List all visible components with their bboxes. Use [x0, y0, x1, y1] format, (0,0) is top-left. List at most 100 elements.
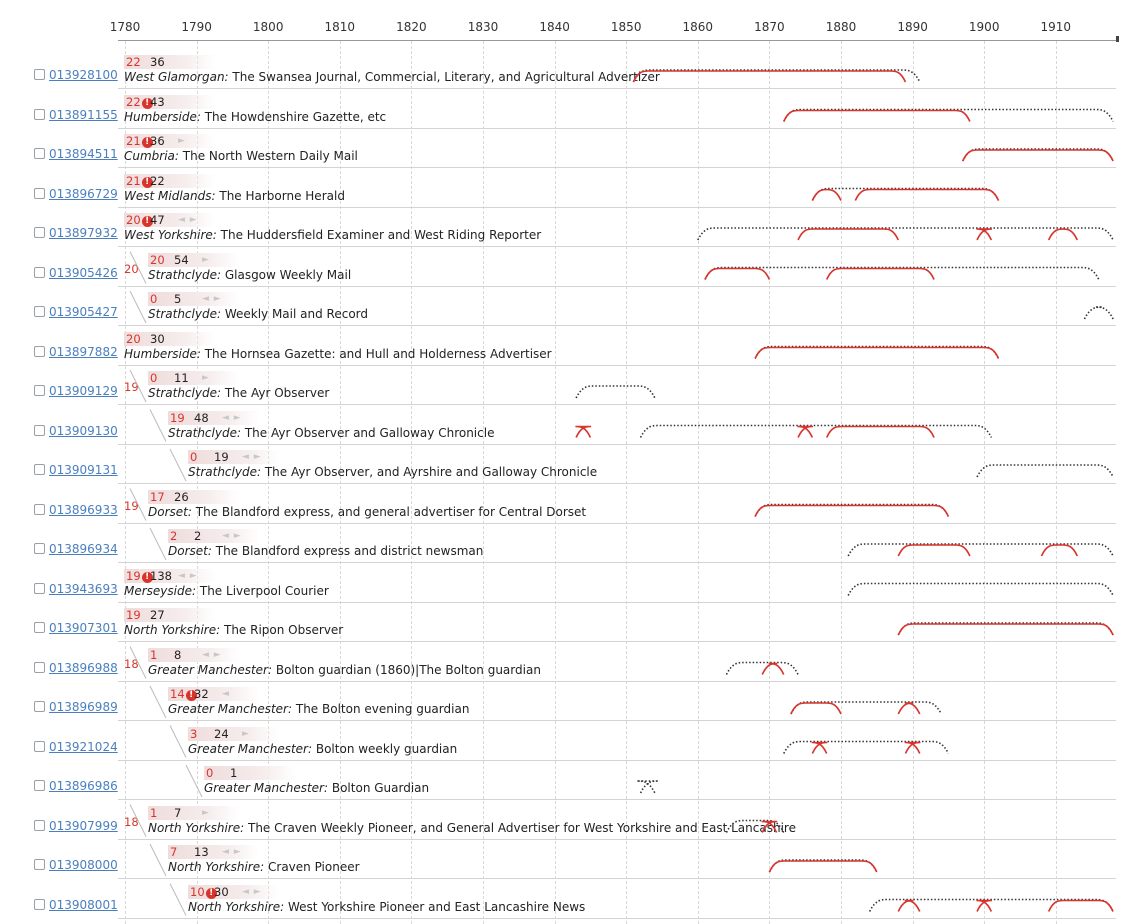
left-right-arrows-icon[interactable]: ◄ ► — [222, 847, 242, 857]
row-checkbox[interactable] — [34, 661, 45, 673]
row-checkbox[interactable] — [34, 582, 45, 594]
record-id-link[interactable]: 013907999 — [49, 818, 118, 833]
left-right-arrows-icon[interactable]: ◄ ► — [222, 412, 242, 423]
record-id-link[interactable]: 013907301 — [49, 621, 118, 635]
record-id-link[interactable]: 013928100 — [49, 68, 118, 82]
row-checkbox[interactable] — [34, 227, 45, 238]
left-right-arrows-icon[interactable]: ◄ ► — [178, 215, 198, 225]
issue-count: 14 — [170, 687, 185, 701]
issue-count: 0 — [206, 766, 214, 780]
row-stats: 22 36 — [124, 55, 216, 69]
region-name: Dorset: — [148, 504, 192, 519]
row-checkbox[interactable] — [34, 148, 45, 159]
left-right-arrows-icon[interactable]: ► — [202, 373, 210, 383]
issue-count: 7 — [170, 845, 178, 859]
record-id-link[interactable]: 013905427 — [49, 305, 118, 319]
region-name: Humberside: — [124, 109, 201, 124]
left-right-arrows-icon[interactable]: ◄ ► — [202, 649, 222, 660]
issue-count: 21 — [126, 134, 141, 148]
row-checkbox[interactable] — [34, 740, 45, 752]
row-checkbox[interactable] — [34, 898, 45, 910]
left-right-arrows-icon[interactable]: ► — [202, 254, 210, 265]
axis-year-label: 1850 — [610, 20, 642, 34]
row-id-cell: 013905427 — [34, 305, 118, 319]
row-divider — [118, 206, 1116, 208]
axis-year-label: 1810 — [324, 20, 356, 34]
newspaper-title: West Yorkshire: The Huddersfield Examine… — [124, 228, 541, 242]
row-checkbox[interactable] — [34, 187, 45, 199]
row-divider — [118, 483, 1116, 484]
row-divider — [118, 167, 1116, 168]
record-id-link[interactable]: 013908001 — [49, 897, 118, 912]
left-right-arrows-icon[interactable]: ◄ ► — [178, 570, 198, 581]
record-id-link[interactable]: 013894511 — [49, 147, 118, 161]
newspaper-title: Greater Manchester: Bolton weekly guardi… — [188, 742, 457, 756]
row-checkbox[interactable] — [34, 108, 45, 120]
table-row: 013907301 19 27 North Yorkshire: The Ripon … — [0, 603, 1144, 642]
table-row: 013891155 22! 43 Humberside: The Howdenshir… — [0, 90, 1144, 129]
issue-count: 19 — [170, 410, 185, 425]
row-checkbox[interactable] — [34, 780, 45, 791]
record-id-link[interactable]: 013897882 — [49, 344, 118, 359]
row-checkbox[interactable] — [34, 424, 45, 436]
total-count: 32 — [194, 687, 209, 701]
record-id-link[interactable]: 013943693 — [49, 581, 118, 596]
record-id-link[interactable]: 013909129 — [49, 384, 118, 398]
issue-count: 3 — [190, 726, 198, 741]
left-right-arrows-icon[interactable]: ◄ ► — [242, 886, 262, 897]
left-right-arrows-icon[interactable]: ◄ ► — [202, 294, 222, 304]
record-id-link[interactable]: 013896933 — [49, 502, 118, 517]
issue-count: 22 — [126, 94, 141, 109]
total-count: 19 — [214, 450, 229, 464]
row-checkbox[interactable] — [34, 819, 45, 831]
record-id-link[interactable]: 013908000 — [49, 858, 118, 872]
axis-year-label: 1880 — [825, 20, 857, 34]
row-checkbox[interactable] — [34, 464, 45, 475]
row-checkbox[interactable] — [34, 859, 45, 870]
left-right-arrows-icon[interactable]: ► — [242, 728, 250, 739]
left-right-arrows-icon[interactable]: ◄ ► — [242, 452, 262, 462]
axis-year-label: 1910 — [1040, 20, 1072, 34]
record-id-link[interactable]: 013896989 — [49, 700, 118, 714]
record-id-link[interactable]: 013896729 — [49, 186, 118, 201]
gridline — [984, 41, 986, 924]
table-row: 013896988 1 8 ◄ ► 18 Greater Manchester: Bolt… — [0, 643, 1144, 682]
record-id-link[interactable]: 013905426 — [49, 265, 118, 280]
row-checkbox[interactable] — [34, 385, 45, 396]
total-count: 1 — [230, 766, 238, 780]
record-id-link[interactable]: 013896986 — [49, 779, 118, 793]
row-checkbox[interactable] — [34, 345, 45, 357]
record-id-link[interactable]: 013921024 — [49, 739, 118, 754]
left-right-arrows-icon[interactable]: ► — [202, 807, 210, 818]
row-divider — [118, 325, 1116, 326]
row-checkbox[interactable] — [34, 69, 45, 80]
row-checkbox[interactable] — [34, 503, 45, 515]
gridline — [125, 41, 126, 924]
record-id-link[interactable]: 013896934 — [49, 542, 118, 556]
row-checkbox[interactable] — [34, 306, 45, 317]
record-id-link[interactable]: 013891155 — [49, 107, 118, 122]
table-row: 013896986 0 1 Greater Manchester: Bolton Gu… — [0, 761, 1144, 800]
left-right-arrows-icon[interactable]: ◄ ► — [222, 531, 242, 541]
newspaper-title: West Glamorgan: The Swansea Journal, Com… — [124, 70, 660, 84]
record-id-link[interactable]: 013909131 — [49, 463, 118, 477]
record-id-link[interactable]: 013896988 — [49, 660, 118, 675]
record-id-link[interactable]: 013897932 — [49, 226, 118, 240]
row-checkbox[interactable] — [34, 266, 45, 278]
table-row: 013896729 21! 22 West Midlands: The Harborn… — [0, 169, 1144, 208]
title-text: The Blandford express, and general adver… — [195, 504, 587, 519]
issue-count: 0 — [190, 450, 198, 464]
record-id-link[interactable]: 013909130 — [49, 423, 118, 438]
exclamation-circle-icon: ! — [205, 887, 217, 899]
row-checkbox[interactable] — [34, 543, 45, 554]
left-right-arrows-icon[interactable]: ► — [178, 136, 186, 146]
title-text: The Swansea Journal, Commercial, Literar… — [232, 70, 660, 84]
newspaper-title: North Yorkshire: West Yorkshire Pioneer … — [188, 900, 585, 914]
row-checkbox[interactable] — [34, 701, 45, 712]
left-right-arrows-icon[interactable]: ◄ — [222, 689, 230, 699]
region-name: North Yorkshire: — [148, 820, 245, 835]
table-row: 013908001 10! 30 ◄ ► North Yorkshire: West Y… — [0, 880, 1144, 919]
row-checkbox[interactable] — [34, 622, 45, 633]
newspaper-title: Merseyside: The Liverpool Courier — [124, 584, 329, 598]
